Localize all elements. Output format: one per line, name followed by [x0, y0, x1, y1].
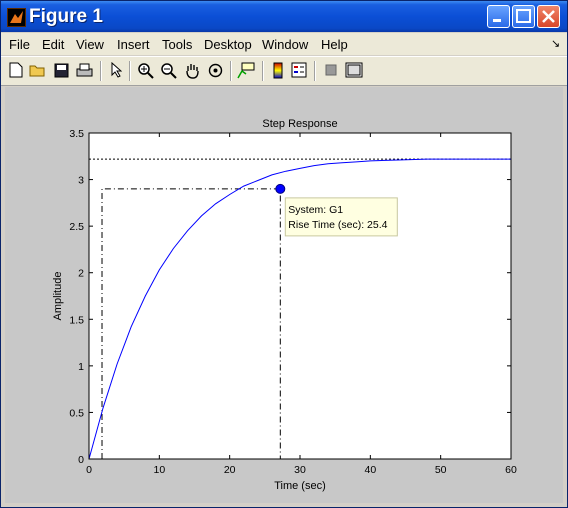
toolbar-separator	[129, 61, 131, 81]
save-icon[interactable]	[52, 61, 70, 79]
y-tick-label: 1	[78, 361, 84, 373]
chart-title: Step Response	[262, 118, 337, 130]
data-tip-box	[284, 197, 398, 237]
y-tick-label: 3	[78, 175, 84, 187]
minimize-button[interactable]	[487, 5, 510, 28]
figure-canvas: 0 10 20 30 40 50 60 0 0.5 1 1.5 2 2.5 3 3.5 Step Respo…	[5, 87, 563, 503]
pointer-icon[interactable]	[107, 61, 125, 79]
show-plot-tools-icon[interactable]	[345, 61, 363, 79]
menu-insert[interactable]: Insert	[117, 37, 150, 52]
dock-arrow-icon[interactable]: ↘	[551, 38, 561, 50]
window-title: Figure 1	[29, 6, 103, 27]
zoom-in-icon[interactable]	[136, 61, 154, 79]
rise-time-guide	[101, 188, 281, 459]
y-tick-label: 2.5	[69, 221, 84, 233]
matlab-logo-icon	[7, 8, 26, 27]
x-tick-label: 30	[294, 464, 306, 476]
x-tick-label: 10	[153, 464, 165, 476]
close-button[interactable]	[537, 5, 560, 28]
title-bar[interactable]: Figure 1	[1, 1, 567, 32]
toolbar-separator	[230, 61, 232, 81]
x-tick-label: 60	[505, 464, 517, 476]
x-tick-label: 0	[86, 464, 92, 476]
axes-background	[89, 133, 511, 459]
menu-view[interactable]: View	[76, 37, 104, 52]
colorbar-icon[interactable]	[269, 61, 287, 79]
data-tip-marker	[275, 183, 286, 194]
minimize-icon	[493, 19, 501, 22]
series-line-0	[88, 158, 511, 460]
x-tick-label: 40	[364, 464, 376, 476]
maximize-icon	[516, 9, 531, 23]
data-tip-rise-time: Rise Time (sec): 25.4	[288, 219, 387, 231]
y-tick-label: 2	[78, 268, 84, 280]
y-tick-label: 3.5	[69, 128, 84, 140]
y-tick-label: 0.5	[69, 407, 84, 419]
menu-help[interactable]: Help	[321, 37, 348, 52]
new-file-icon[interactable]	[7, 61, 25, 79]
x-axis-label: Time (sec)	[274, 480, 326, 492]
y-axis-label: Amplitude	[52, 272, 64, 321]
data-tip[interactable]: System: G1 Rise Time (sec): 25.4	[284, 197, 398, 237]
rotate-3d-icon[interactable]	[206, 61, 224, 79]
hide-plot-tools-icon[interactable]	[322, 61, 340, 79]
menu-bar: File Edit View Insert Tools Desktop Wind…	[1, 33, 567, 55]
step-response-plot[interactable]: 0 10 20 30 40 50 60 0 0.5 1 1.5 2 2.5 3 3.5 Step Respo…	[5, 87, 563, 503]
menu-desktop[interactable]: Desktop	[204, 37, 252, 52]
data-tip-system: System: G1	[288, 204, 343, 216]
menu-window[interactable]: Window	[262, 37, 309, 52]
toolbar-separator	[262, 61, 264, 81]
close-icon	[542, 10, 555, 23]
x-tick-label: 20	[224, 464, 236, 476]
open-folder-icon[interactable]	[29, 61, 47, 79]
toolbar-separator	[100, 61, 102, 81]
maximize-button[interactable]	[512, 5, 535, 28]
print-icon[interactable]	[75, 61, 93, 79]
zoom-out-icon[interactable]	[159, 61, 177, 79]
menu-edit[interactable]: Edit	[42, 37, 65, 52]
y-tick-label: 0	[78, 454, 84, 466]
pan-hand-icon[interactable]	[183, 61, 201, 79]
menu-tools[interactable]: Tools	[162, 37, 193, 52]
menu-file[interactable]: File	[9, 37, 30, 52]
figure-toolbar	[1, 56, 567, 86]
toolbar-separator	[314, 61, 316, 81]
legend-icon[interactable]	[290, 61, 308, 79]
data-cursor-icon[interactable]	[237, 61, 255, 79]
y-tick-label: 1.5	[69, 314, 84, 326]
x-tick-label: 50	[435, 464, 447, 476]
